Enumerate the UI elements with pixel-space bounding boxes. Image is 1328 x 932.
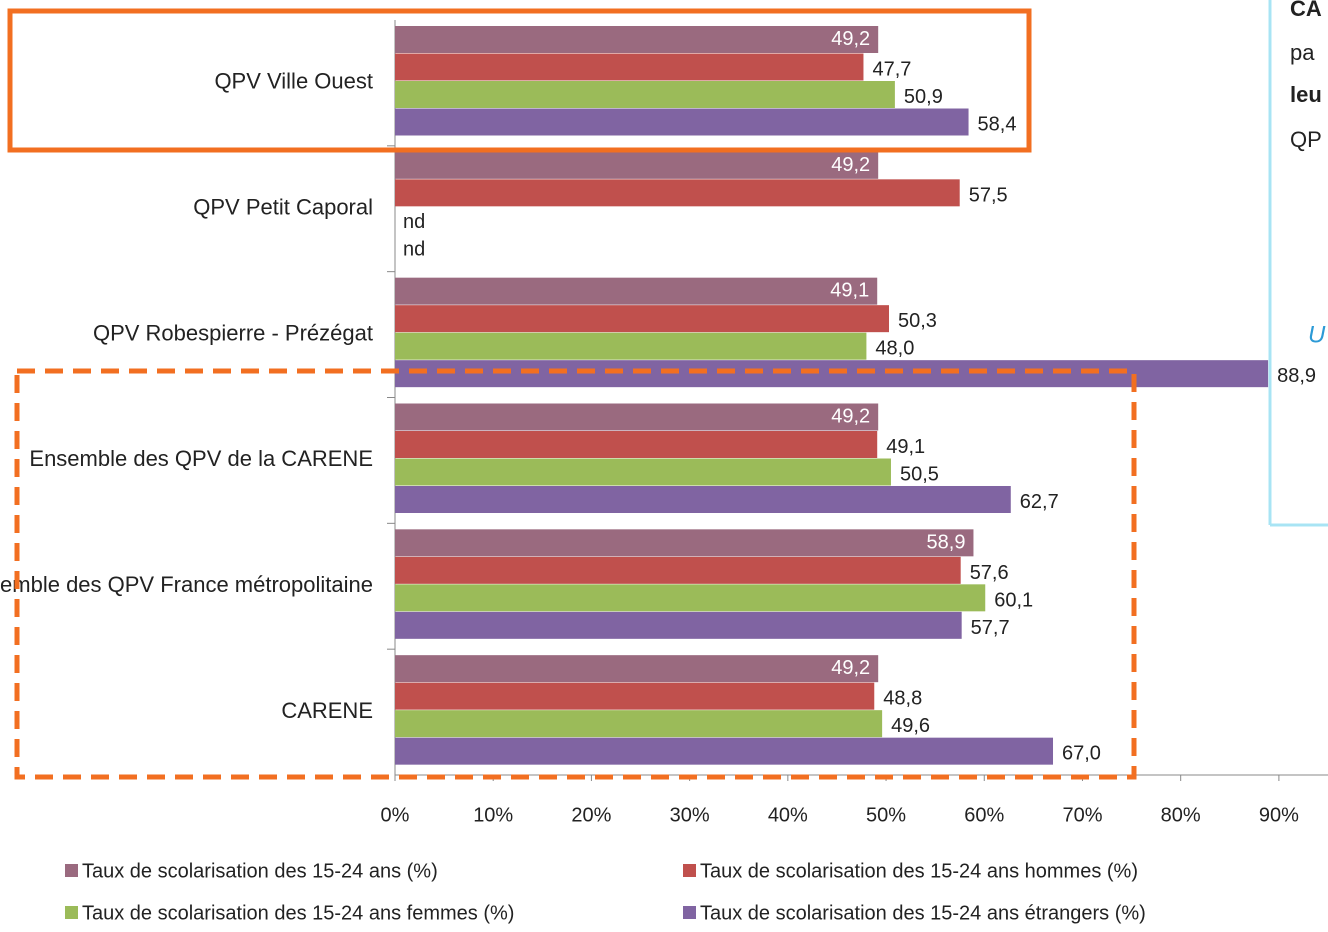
bar bbox=[395, 710, 883, 738]
bar bbox=[395, 431, 878, 458]
side-text: leu bbox=[1290, 82, 1322, 107]
value-label: 67,0 bbox=[1062, 743, 1101, 765]
category-label: QPV Robespierre - Prézégat bbox=[93, 320, 373, 345]
legend-swatch bbox=[65, 864, 78, 877]
value-label: 88,9 bbox=[1277, 365, 1316, 387]
value-label: 49,2 bbox=[831, 28, 870, 50]
x-tick-label: 70% bbox=[1062, 804, 1102, 826]
value-label: 60,1 bbox=[994, 589, 1033, 611]
value-label: 49,1 bbox=[830, 280, 869, 302]
value-label: 49,6 bbox=[891, 715, 930, 737]
bar bbox=[395, 737, 1054, 765]
bar bbox=[395, 53, 864, 81]
value-label: 49,2 bbox=[831, 154, 870, 176]
bar bbox=[395, 26, 879, 53]
value-label: 49,2 bbox=[831, 406, 870, 428]
value-label: 47,7 bbox=[872, 59, 911, 81]
value-label: nd bbox=[403, 211, 425, 233]
bar bbox=[395, 529, 974, 557]
legend-swatch bbox=[683, 906, 696, 919]
side-text: QP bbox=[1290, 127, 1322, 152]
value-label: 48,8 bbox=[883, 688, 922, 710]
category-label: QPV Petit Caporal bbox=[193, 195, 373, 220]
bar bbox=[395, 151, 879, 179]
value-label: 57,7 bbox=[971, 617, 1010, 639]
value-label: 49,2 bbox=[831, 657, 870, 679]
legend-label: Taux de scolarisation des 15-24 ans étra… bbox=[700, 902, 1146, 924]
side-text: pa bbox=[1290, 40, 1315, 65]
category-label: CARENE bbox=[281, 698, 373, 723]
x-tick-label: 80% bbox=[1161, 804, 1201, 826]
value-label: 57,5 bbox=[969, 184, 1008, 206]
category-label: QPV Ville Ouest bbox=[214, 69, 373, 94]
legend-label: Taux de scolarisation des 15-24 ans (%) bbox=[82, 860, 438, 882]
bar bbox=[395, 332, 867, 360]
bar bbox=[395, 403, 879, 431]
bar bbox=[395, 305, 889, 333]
side-text: U bbox=[1308, 321, 1326, 348]
highlight-box-dashed bbox=[14, 368, 1137, 780]
value-label: 57,6 bbox=[970, 562, 1009, 584]
x-tick-label: 50% bbox=[866, 804, 906, 826]
bar bbox=[395, 108, 969, 136]
bar bbox=[395, 277, 878, 305]
value-label: 58,9 bbox=[927, 531, 966, 553]
legend-swatch bbox=[65, 906, 78, 919]
x-tick-label: 30% bbox=[670, 804, 710, 826]
bar bbox=[395, 458, 891, 486]
category-label: Ensemble des QPV de la CARENE bbox=[29, 446, 373, 471]
bar bbox=[395, 360, 1269, 388]
x-tick-label: 60% bbox=[964, 804, 1004, 826]
value-label: 49,1 bbox=[886, 436, 925, 458]
marks: 0% 10% 20% 30% 40% 50% 60% 70% 80% 90% QPV Ville O… bbox=[0, 26, 1316, 924]
legend-swatch bbox=[683, 864, 696, 877]
value-label: nd bbox=[403, 238, 425, 260]
x-tick-label: 90% bbox=[1259, 804, 1299, 826]
x-tick-label: 10% bbox=[473, 804, 513, 826]
value-label: 50,3 bbox=[898, 310, 937, 332]
bar bbox=[395, 655, 879, 683]
value-label: 50,9 bbox=[904, 86, 943, 108]
value-label: 62,7 bbox=[1020, 491, 1059, 513]
x-tick-label: 40% bbox=[768, 804, 808, 826]
x-tick-label: 0% bbox=[381, 804, 410, 826]
side-text: CA bbox=[1290, 0, 1322, 21]
bar bbox=[395, 179, 960, 207]
value-label: 58,4 bbox=[978, 114, 1017, 136]
legend-label: Taux de scolarisation des 15-24 ans homm… bbox=[700, 860, 1138, 882]
value-label: 50,5 bbox=[900, 464, 939, 486]
bar bbox=[395, 556, 961, 584]
bar bbox=[395, 81, 895, 108]
bar bbox=[395, 486, 1011, 513]
bar bbox=[395, 611, 962, 639]
legend-label: Taux de scolarisation des 15-24 ans femm… bbox=[82, 902, 514, 924]
value-label: 48,0 bbox=[875, 338, 914, 360]
highlight-box bbox=[7, 8, 1032, 153]
category-label: Ensemble des QPV France métropolitaine bbox=[0, 572, 373, 597]
bar bbox=[395, 584, 986, 612]
bar bbox=[395, 682, 875, 710]
x-tick-label: 20% bbox=[571, 804, 611, 826]
